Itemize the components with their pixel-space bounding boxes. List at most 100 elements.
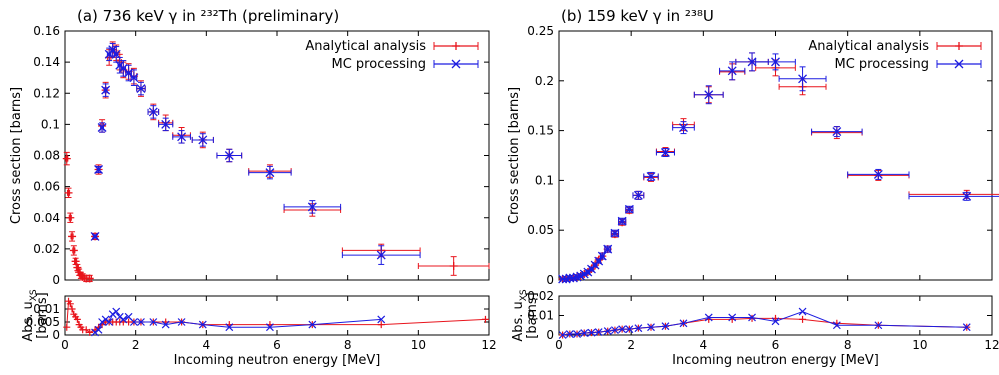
x-axis-label: Incoming neutron energy [MeV] (174, 353, 381, 368)
uncertainty-line (562, 311, 967, 336)
uncertainty-point (611, 326, 619, 335)
data-point (177, 132, 187, 142)
uncertainty-point (587, 328, 596, 337)
data-point (85, 274, 94, 283)
x-tick-label: 8 (344, 338, 352, 352)
x-tick-label: 4 (700, 338, 708, 352)
sub-y-label-subscript: XS (29, 289, 39, 301)
y-tick-label: 0.15 (527, 124, 554, 138)
uncertainty-point (137, 318, 145, 326)
series-1 (558, 52, 999, 339)
x-tick-label: 6 (772, 338, 780, 352)
uncertainty-point (771, 317, 780, 326)
legend-entry: Analytical analysis (305, 39, 479, 54)
sub-y-axis-label-line2: [barns] (525, 292, 540, 339)
y-tick-label: 0.06 (33, 180, 60, 194)
uncertainty-point (225, 323, 234, 332)
legend-marker (955, 42, 963, 50)
sub-y-axis-label: Abs. uXS[barns] (21, 289, 50, 342)
sub-y-axis-label-line2: [barns] (35, 292, 50, 339)
data-point (198, 135, 208, 145)
data-point (832, 127, 842, 137)
data-point (660, 148, 670, 157)
sub-y-tick-label: 0.01 (33, 302, 60, 316)
data-point (798, 74, 808, 84)
sub-y-axis-label-line1: Abs. uXS (511, 289, 529, 342)
uncertainty-point (101, 315, 110, 324)
y-tick-label: 0.02 (33, 242, 60, 256)
uncertainty-point (105, 318, 114, 326)
uncertainty-point (594, 328, 603, 336)
uncertainty-point (704, 313, 713, 322)
data-point (771, 57, 780, 67)
uncertainty-line (94, 310, 382, 333)
uncertainty-point (798, 307, 807, 316)
y-tick-label: 0.1 (535, 173, 554, 187)
x-tick-label: 0 (61, 338, 69, 352)
sub-y-axis-label: Abs. uXS[barns] (511, 289, 540, 342)
uncertainty-point (661, 322, 670, 331)
sub-y-tick-label: 0 (546, 328, 554, 342)
legend-label: Analytical analysis (808, 39, 929, 54)
data-point (624, 204, 634, 214)
uncertainty-line (562, 317, 967, 336)
panel-b: 0 2 4 6 8 10 12 0 0.05 0.1 0.15 0.2 0.25 0 0.01 0.02 (b)… (507, 7, 999, 368)
uncertainty-point (198, 320, 207, 329)
data-point (90, 231, 100, 241)
y-axis-label: Cross section [barns] (507, 87, 522, 224)
legend-label: MC processing (332, 57, 427, 72)
uncertainty-point (308, 320, 317, 329)
uncertainty-point (73, 315, 81, 323)
data-point (376, 250, 386, 260)
sub-y-tick-label: 0.01 (527, 309, 554, 323)
uncertainty-point (108, 310, 117, 319)
y-tick-label: 0.14 (33, 55, 60, 69)
data-point (68, 232, 77, 241)
uncertainty-point (625, 325, 634, 334)
data-point (69, 246, 78, 255)
y-tick-label: 0 (52, 273, 60, 287)
uncertainty-point (728, 313, 737, 322)
x-tick-label: 4 (203, 338, 211, 352)
y-tick-label: 0 (546, 273, 554, 287)
uncertainty-point (98, 318, 107, 326)
data-point (129, 73, 139, 83)
data-point (873, 169, 883, 179)
data-point (747, 57, 757, 67)
data-point (727, 66, 737, 76)
legend-marker (954, 59, 964, 69)
uncertainty-point (874, 321, 883, 330)
uncertainty-point (580, 329, 589, 337)
uncertainty-point (115, 312, 124, 321)
data-point (646, 171, 656, 181)
uncertainty-point (129, 318, 138, 326)
sub-plot-frame (64, 295, 490, 336)
uncertainty-point (91, 328, 99, 337)
uncertainty-point (832, 321, 841, 330)
uncertainty-point (679, 319, 688, 328)
panel-a: 0 2 4 6 8 10 12 0 0.02 0.04 0.06 0.08 0.1 0.12 0.14 0.1… (9, 7, 497, 368)
uncertainty-point (86, 328, 94, 336)
uncertainty-point (799, 315, 807, 323)
x-tick-label: 12 (984, 338, 999, 352)
legend-marker (452, 42, 460, 50)
y-tick-label: 0.04 (33, 211, 60, 225)
sub-y-label-main: Abs. u (511, 301, 526, 341)
x-tick-label: 10 (411, 338, 426, 352)
series-1 (90, 42, 421, 337)
x-tick-label: 2 (132, 338, 140, 352)
sub-y-label-subscript: XS (519, 289, 529, 301)
data-point (136, 84, 146, 94)
data-point (148, 107, 158, 117)
series-0 (62, 41, 490, 336)
y-tick-label: 0.1 (41, 117, 60, 131)
uncertainty-point (94, 325, 103, 334)
legend-entry: Analytical analysis (808, 39, 982, 54)
uncertainty-point (149, 318, 158, 326)
uncertainty-point (68, 305, 76, 313)
y-axis-label: Cross section [barns] (9, 87, 24, 224)
y-tick-label: 0.12 (33, 86, 60, 100)
legend-marker (451, 59, 461, 69)
